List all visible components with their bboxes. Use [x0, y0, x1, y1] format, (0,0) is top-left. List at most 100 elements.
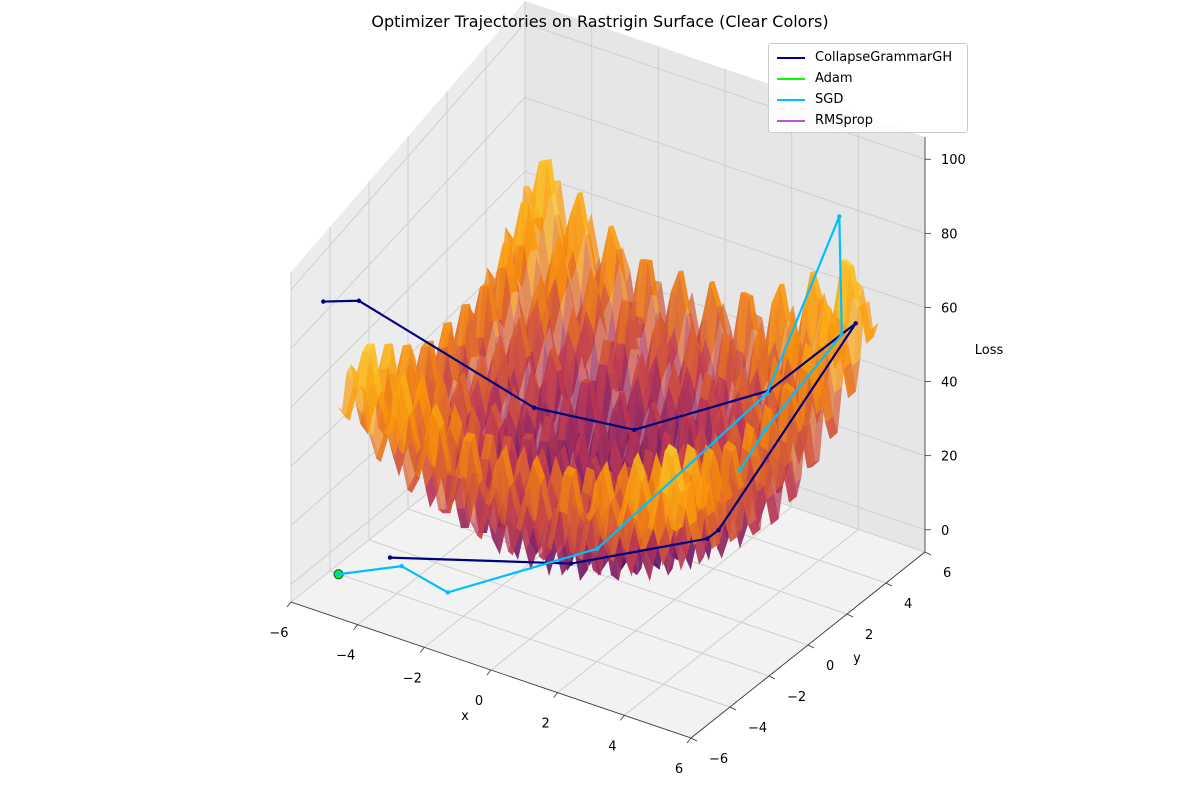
surface-patch — [386, 430, 399, 477]
surface-patch — [380, 343, 393, 370]
surface-patch — [446, 321, 460, 398]
surface-patch — [487, 282, 501, 339]
surface-patch — [756, 324, 770, 409]
surface-patch — [501, 384, 514, 442]
surface-patch — [558, 398, 571, 442]
trajectory-point-sgd — [445, 590, 450, 595]
surface-patch — [698, 480, 711, 512]
surface-patch — [749, 428, 762, 493]
surface-patch — [716, 482, 729, 527]
surface-patch — [546, 159, 560, 216]
surface-patch — [629, 459, 642, 521]
surface-patch — [601, 410, 614, 467]
surface-patch — [422, 444, 436, 469]
surface-patch — [616, 494, 630, 529]
surface-patch — [477, 502, 490, 540]
trajectory-point-sgd — [762, 428, 767, 433]
surface-patch — [563, 331, 576, 407]
x-tick-label: 6 — [675, 762, 683, 777]
y-tick-label: 2 — [865, 628, 873, 643]
surface-patch — [490, 402, 504, 429]
surface-patch — [663, 492, 676, 532]
z-tick-label: 80 — [941, 227, 958, 242]
surface-patch — [487, 518, 500, 555]
surface-patch — [630, 351, 643, 395]
x-tick-label: 2 — [542, 717, 550, 732]
surface-patch — [743, 479, 756, 526]
surface-patch — [456, 508, 469, 529]
chart-title: Optimizer Trajectories on Rastrigin Surf… — [371, 12, 829, 31]
surface-patch — [555, 180, 569, 250]
x-axis-label: x — [461, 709, 469, 724]
surface-patch — [594, 364, 607, 419]
surface-patch — [690, 449, 703, 512]
surface-patch — [521, 433, 535, 440]
surface-patch — [647, 260, 660, 313]
surface-patch — [619, 390, 633, 434]
surface-patch — [843, 362, 856, 399]
surface-patch — [524, 201, 537, 300]
legend-swatch — [777, 99, 805, 101]
surface-patch — [748, 295, 761, 345]
tick-mark — [885, 582, 893, 587]
tick-mark — [807, 644, 815, 649]
surface-patch — [616, 248, 629, 303]
tick-mark — [924, 551, 932, 556]
trajectory-point-collapsegrammargh — [705, 536, 710, 541]
surface-patch — [571, 469, 584, 518]
surface-patch — [446, 474, 459, 514]
surface-patch — [568, 249, 582, 325]
surface-patch — [450, 403, 463, 449]
surface-patch — [497, 452, 510, 526]
legend-item-sgd: SGD — [769, 90, 967, 110]
surface-patch — [818, 301, 832, 352]
surface-patch — [785, 392, 799, 484]
x-tick-label: −4 — [336, 649, 355, 664]
surface-patch — [490, 243, 503, 304]
surface-patch — [357, 351, 370, 391]
tick-mark — [768, 675, 776, 680]
surface-patch — [782, 382, 795, 393]
surface-patch — [430, 464, 443, 514]
surface-patch — [570, 551, 583, 561]
surface-patch — [501, 444, 515, 489]
surface-patch — [431, 402, 445, 431]
surface-patch — [624, 301, 638, 396]
surface-patch — [528, 201, 541, 275]
surface-patch — [550, 277, 563, 366]
surface-patch — [633, 451, 646, 483]
surface-patch — [680, 480, 693, 494]
surface-patch — [687, 321, 700, 391]
tick-mark — [353, 624, 358, 630]
surface-patch — [800, 342, 814, 374]
surface-patch — [532, 454, 546, 485]
surface-patch — [396, 380, 409, 455]
surface-patch — [726, 452, 740, 536]
surface-patch — [761, 353, 775, 414]
surface-patch — [532, 299, 545, 393]
surface-patch — [660, 311, 673, 373]
tick-mark — [486, 669, 492, 676]
surface-patch — [700, 444, 714, 489]
trajectory-point-sgd — [764, 391, 770, 396]
legend-item-adam: Adam — [769, 69, 967, 89]
surface-patch — [719, 446, 732, 498]
surface-patch — [437, 374, 450, 451]
x-tick-label: −2 — [403, 671, 422, 686]
surface-patch — [593, 502, 606, 542]
y-axis-label: y — [853, 651, 861, 666]
surface-patch — [345, 386, 358, 421]
surface-patch — [559, 473, 572, 515]
surface-patch — [816, 383, 829, 415]
surface-patch — [427, 410, 440, 469]
surface-patch — [687, 291, 701, 349]
tick-mark — [553, 692, 558, 698]
surface-patch — [748, 519, 761, 536]
surface-patch — [478, 352, 491, 417]
legend-item-rmsprop: RMSprop — [769, 111, 967, 131]
surface-patch — [416, 346, 429, 392]
surface-patch — [577, 517, 591, 561]
surface-patch — [506, 317, 519, 389]
trajectory-point-sgd — [336, 572, 341, 577]
surface-patch — [415, 444, 428, 478]
